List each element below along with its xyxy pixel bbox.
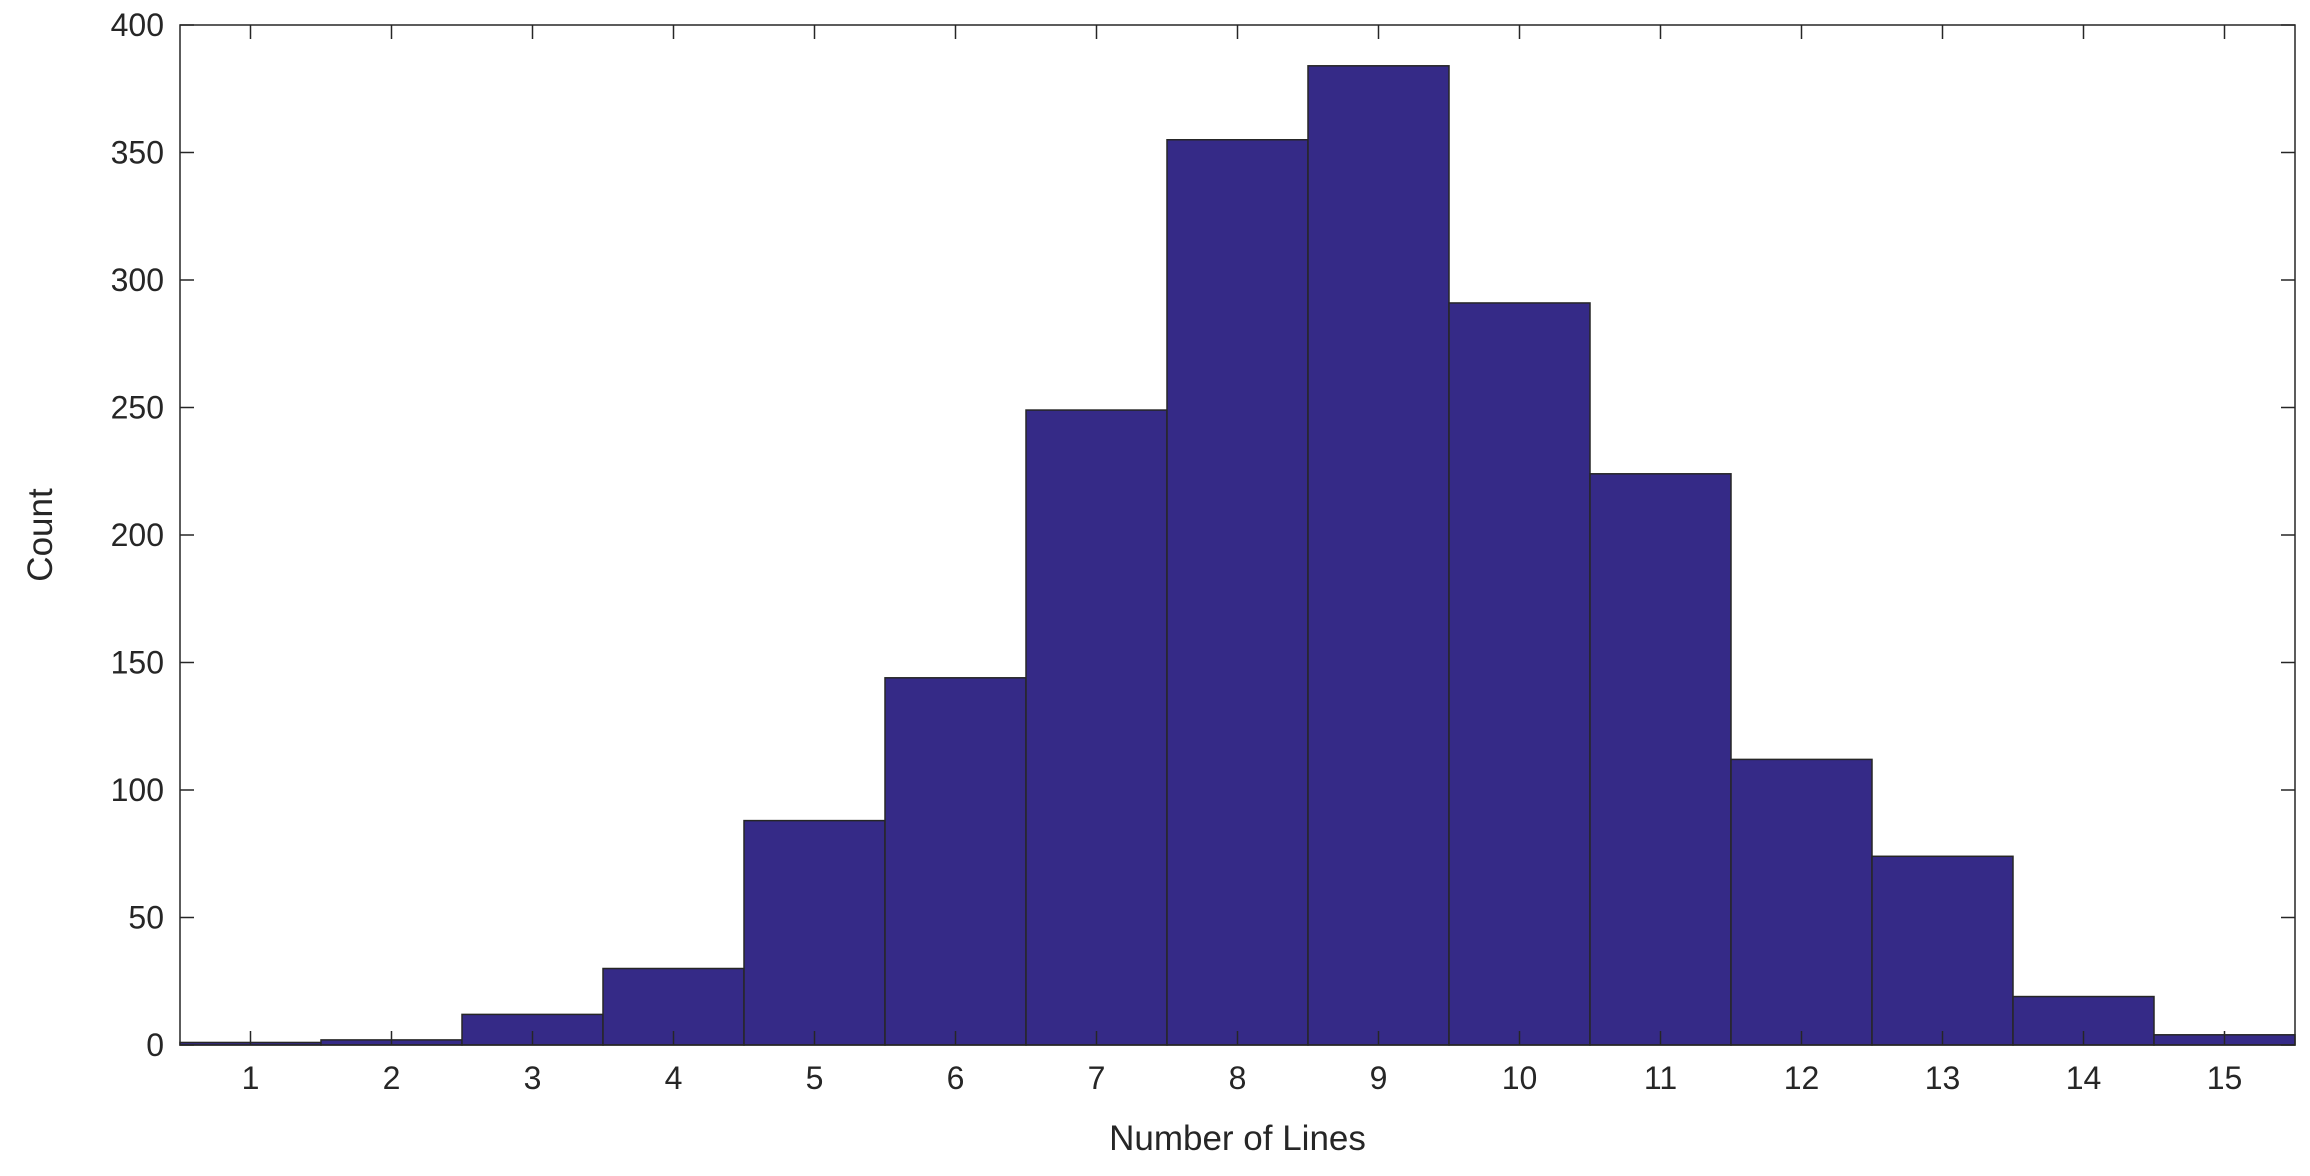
x-tick-label: 8 <box>1229 1060 1247 1096</box>
y-tick-label: 350 <box>111 135 164 171</box>
x-tick-label: 15 <box>2207 1060 2243 1096</box>
x-tick-label: 14 <box>2066 1060 2102 1096</box>
y-tick-label: 100 <box>111 772 164 808</box>
bar-7 <box>1025 409 1168 1046</box>
bars-group <box>179 65 2296 1046</box>
y-tick-label: 150 <box>111 645 164 681</box>
y-tick-label: 200 <box>111 517 164 553</box>
x-tick-label: 12 <box>1784 1060 1820 1096</box>
y-tick-label: 250 <box>111 390 164 426</box>
y-axis-title: Count <box>21 488 60 582</box>
bar-12 <box>1730 758 1873 1046</box>
x-tick-label: 1 <box>242 1060 260 1096</box>
x-tick-label: 13 <box>1925 1060 1961 1096</box>
x-tick-label: 3 <box>524 1060 542 1096</box>
bar-9 <box>1307 65 1450 1046</box>
bar-13 <box>1871 855 2014 1046</box>
bar-8 <box>1166 139 1309 1046</box>
x-axis-title: Number of Lines <box>1109 1119 1366 1158</box>
bar-10 <box>1448 302 1591 1046</box>
bar-11 <box>1589 473 1732 1046</box>
y-tick-label: 400 <box>111 7 164 43</box>
x-tick-label: 4 <box>665 1060 683 1096</box>
bar-6 <box>884 677 1027 1046</box>
x-tick-label: 6 <box>947 1060 965 1096</box>
x-tick-label: 9 <box>1370 1060 1388 1096</box>
x-tick-label: 2 <box>383 1060 401 1096</box>
y-tick-label: 0 <box>146 1027 164 1063</box>
x-tick-label: 7 <box>1088 1060 1106 1096</box>
x-tick-label: 11 <box>1644 1060 1677 1096</box>
x-tick-label: 5 <box>806 1060 824 1096</box>
bar-5 <box>743 819 886 1046</box>
x-tick-label: 10 <box>1502 1060 1538 1096</box>
y-tick-label: 300 <box>111 262 164 298</box>
y-tick-label: 50 <box>128 900 164 936</box>
